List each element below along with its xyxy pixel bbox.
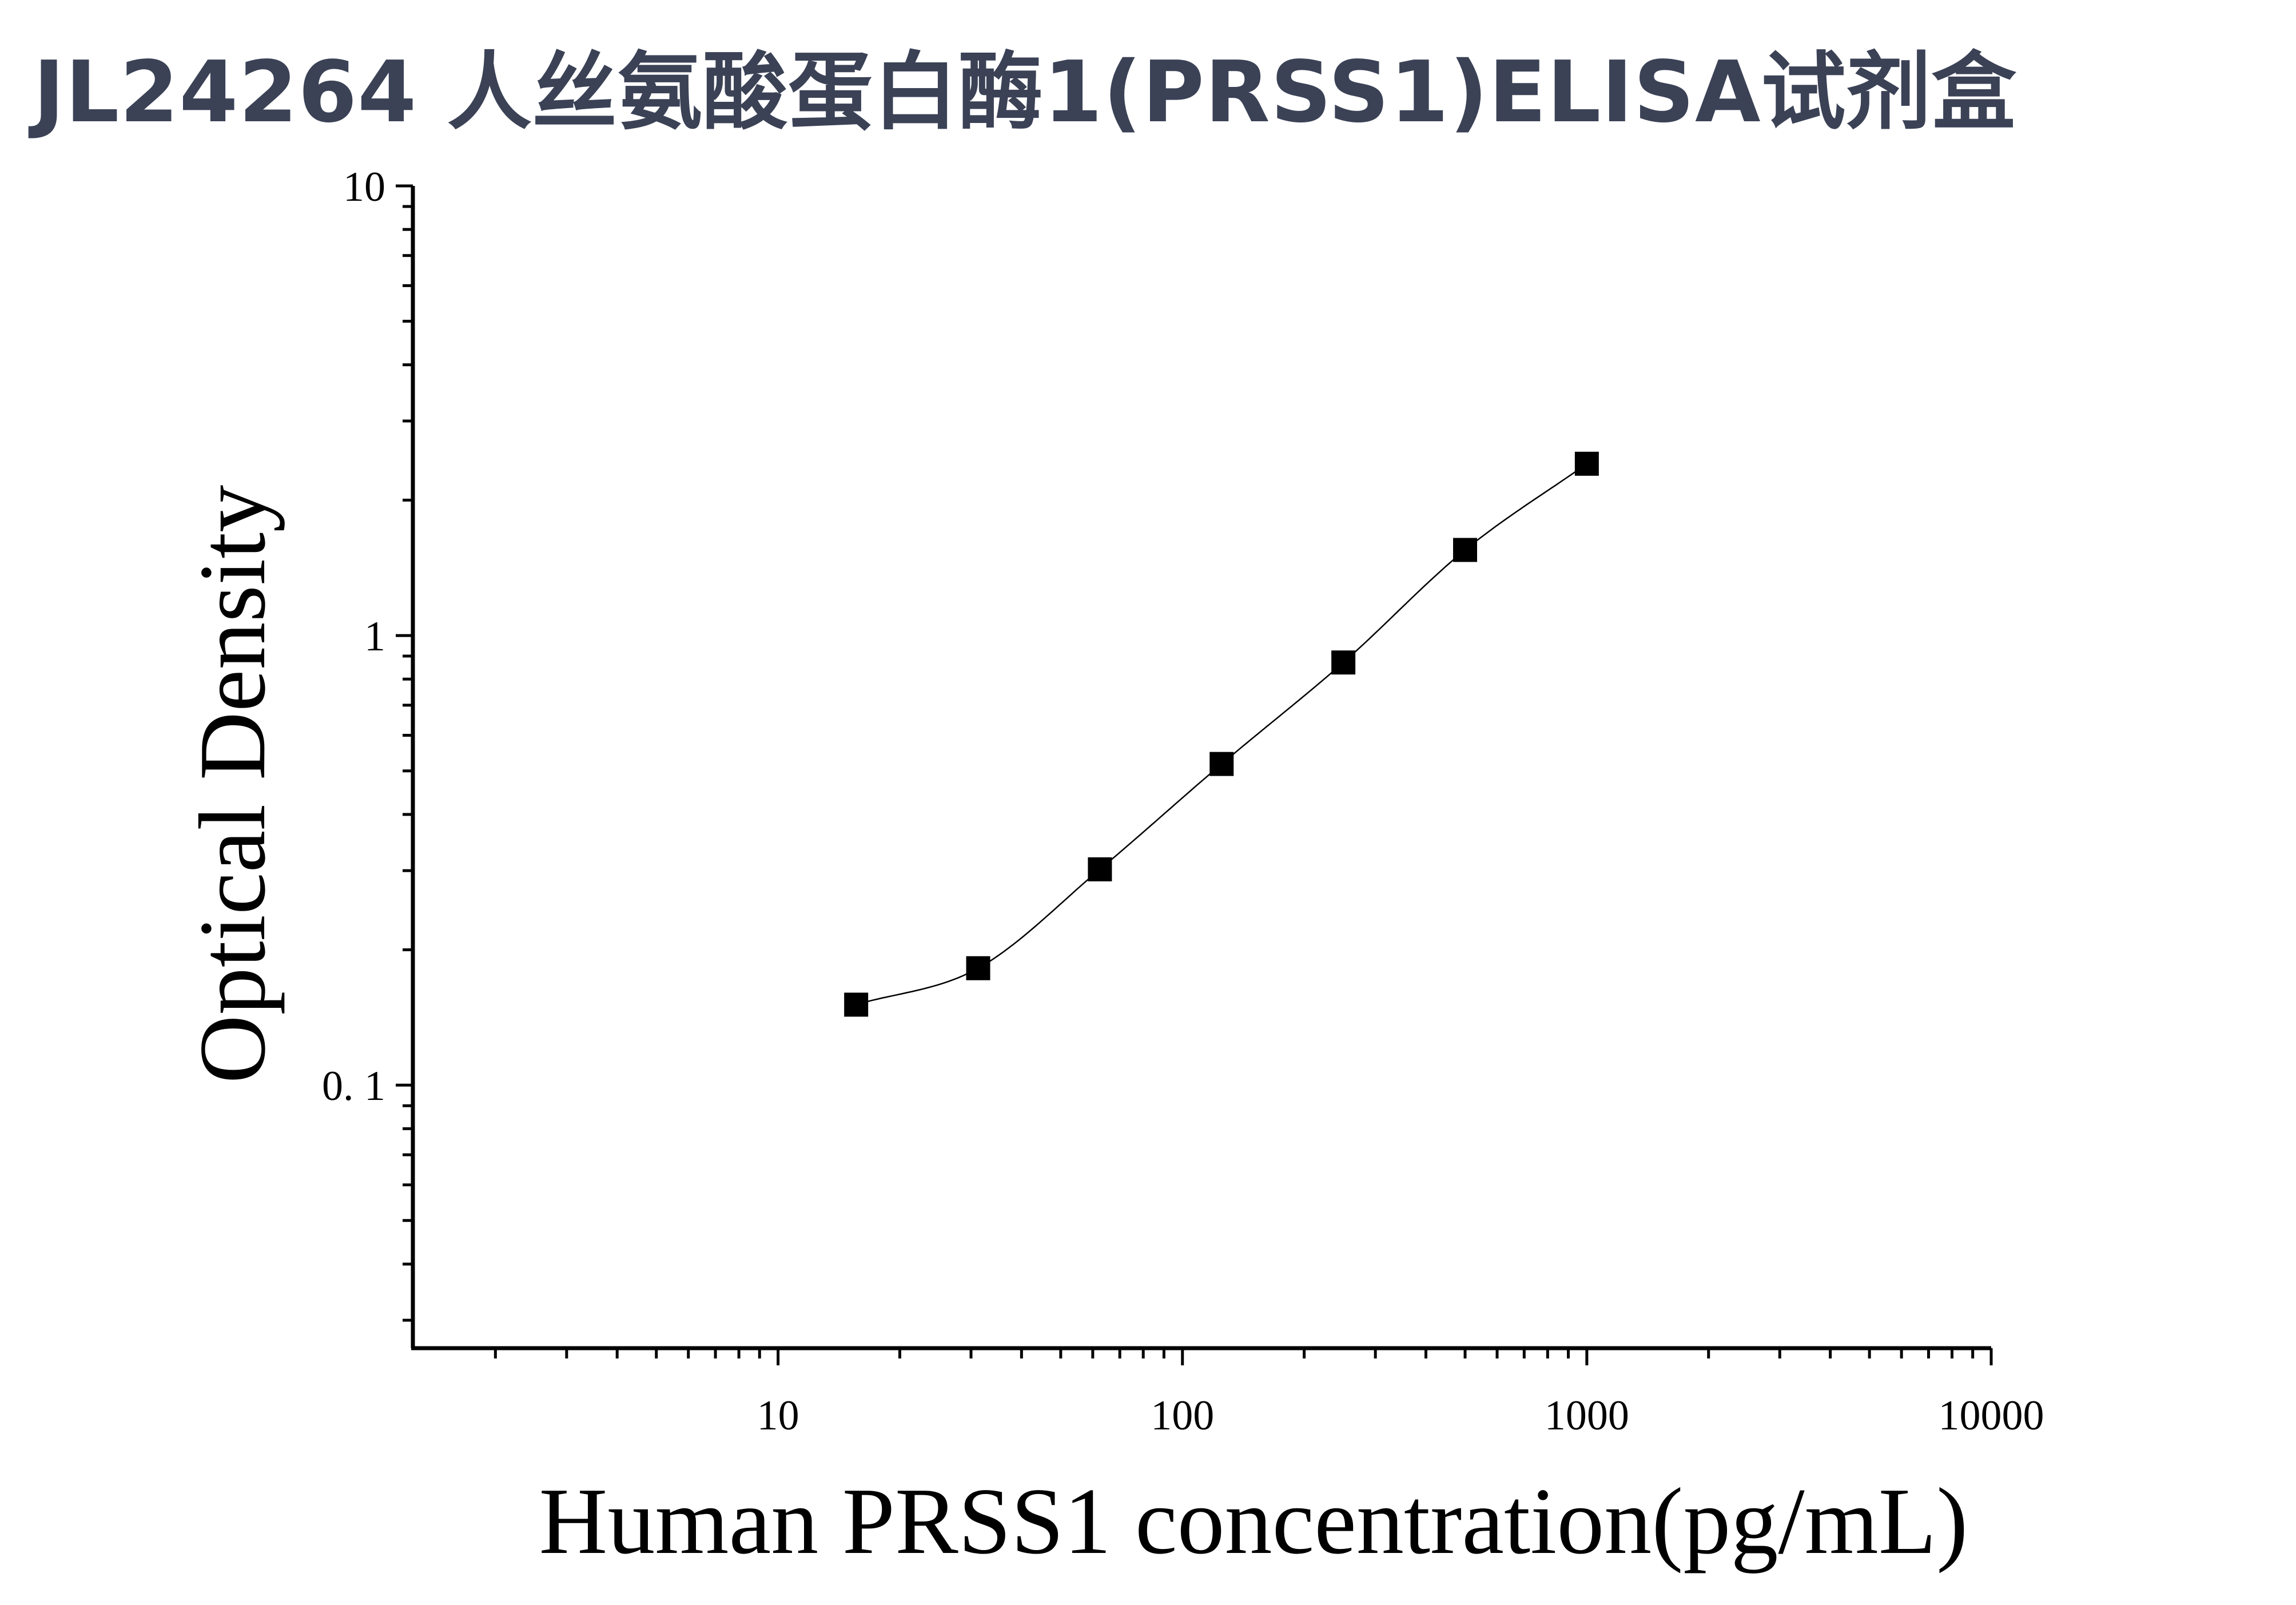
x-tick-label: 1000 [1545,1392,1629,1439]
fit-curve [855,463,1587,1006]
data-point [1088,857,1112,881]
y-tick-label: 0. 1 [322,1063,385,1110]
data-point [844,992,869,1017]
axes [411,186,1991,1350]
data-points [844,451,1599,1017]
x-tick-label: 100 [1151,1392,1214,1439]
data-point [1331,650,1356,675]
x-tick-label: 10 [757,1392,799,1439]
ticks [396,184,1993,1365]
data-point [1574,451,1599,476]
y-axis-title: Optical Density [180,485,285,1084]
x-tick-label: 10000 [1939,1392,2044,1439]
data-point [1453,538,1477,562]
page-title: JL24264 人丝氨酸蛋白酶1(PRSS1)ELISA试剂盒 [33,43,2017,141]
data-point [1209,752,1234,776]
y-tick-label: 1 [364,613,385,660]
y-tick-label: 10 [343,164,385,210]
x-axis-title: Human PRSS1 concentration(pg/mL) [539,1468,1968,1574]
data-point [966,956,990,980]
tick-labels: 10 100 1000 10000 0. 1 1 10 [322,164,2044,1439]
